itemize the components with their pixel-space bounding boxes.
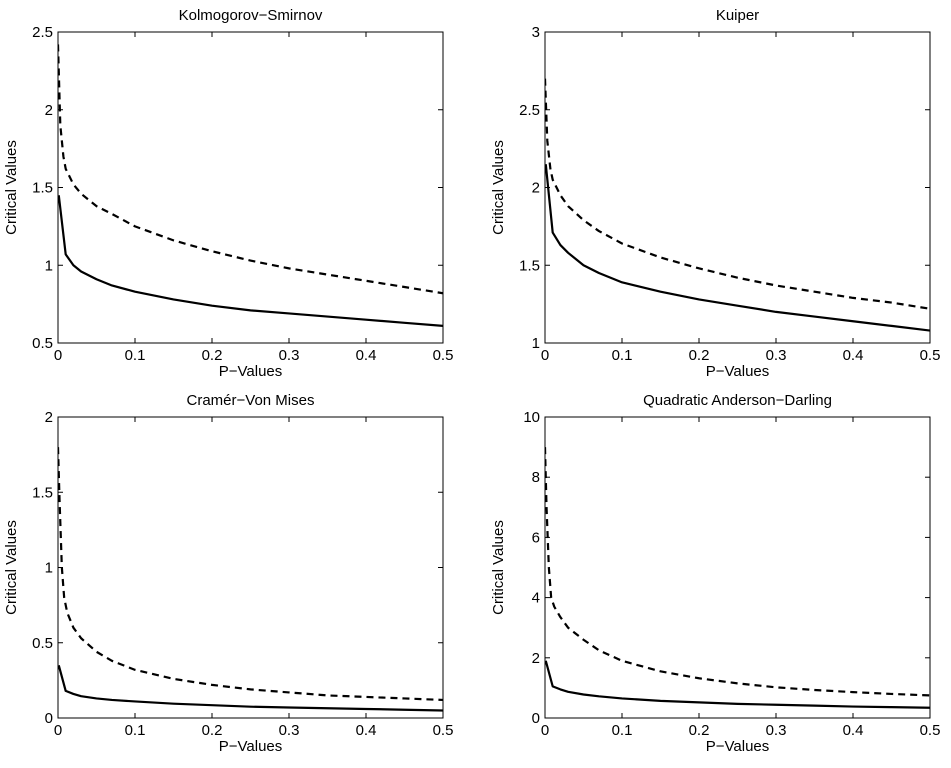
chart-title: Quadratic Anderson−Darling <box>643 392 832 409</box>
x-tick-label: 0.5 <box>920 722 941 739</box>
y-tick-label: 1.5 <box>519 257 540 274</box>
y-tick-label: 1 <box>45 257 53 274</box>
series-line-solid <box>58 195 443 327</box>
x-tick-label: 0.3 <box>766 722 787 739</box>
y-tick-label: 10 <box>523 409 540 426</box>
y-tick-label: 0.5 <box>32 635 53 652</box>
y-tick-label: 3 <box>532 24 540 41</box>
x-tick-label: 0.4 <box>356 347 377 364</box>
y-axis-label: Critical Values <box>490 520 507 615</box>
x-tick-label: 0.1 <box>125 722 146 739</box>
x-tick-label: 0.1 <box>125 347 146 364</box>
series-line-solid <box>58 665 443 712</box>
x-tick-label: 0 <box>541 722 549 739</box>
x-tick-label: 0.4 <box>356 722 377 739</box>
x-tick-label: 0 <box>54 347 62 364</box>
x-tick-label: 0.5 <box>433 722 454 739</box>
series-line-dashed <box>58 447 443 702</box>
x-tick-label: 0.1 <box>612 347 633 364</box>
y-tick-label: 4 <box>532 590 540 607</box>
y-tick-label: 2.5 <box>519 102 540 119</box>
chart-kolmogorov-smirnov: 0 0.1 0.2 0.3 0.4 0.5 0.5 1 1.5 2 2.5 Kolmogorov−Sm… <box>3 7 453 380</box>
y-tick-label: 0 <box>45 710 53 727</box>
y-tick-label: 1.5 <box>32 484 53 501</box>
x-tick-label: 0.5 <box>433 347 454 364</box>
chart-kuiper: 0 0.1 0.2 0.3 0.4 0.5 1 1.5 2 2.5 3 Kuiper P−Values C… <box>490 7 940 380</box>
x-tick-label: 0.2 <box>202 347 223 364</box>
y-tick-label: 1 <box>532 335 540 352</box>
chart-title: Kuiper <box>716 7 759 24</box>
x-tick-label: 0.2 <box>689 722 710 739</box>
y-tick-label: 2.5 <box>32 24 53 41</box>
axes-box <box>57 416 444 719</box>
x-tick-label: 0.5 <box>920 347 941 364</box>
series-line-solid <box>545 660 930 709</box>
x-tick-label: 0.3 <box>766 347 787 364</box>
y-axis-label: Critical Values <box>3 520 20 615</box>
x-tick-label: 0 <box>541 347 549 364</box>
axes-box <box>57 31 444 344</box>
y-axis-label: Critical Values <box>3 140 20 235</box>
series-line-dashed <box>58 44 443 295</box>
x-axis-label: P−Values <box>706 363 770 380</box>
axes-box <box>544 31 931 344</box>
y-tick-label: 0.5 <box>32 335 53 352</box>
chart-cramer-von-mises: 0 0.1 0.2 0.3 0.4 0.5 0 0.5 1 1.5 2 Cramér−Von Mise… <box>3 392 453 755</box>
x-tick-label: 0.4 <box>843 722 864 739</box>
x-tick-label: 0.3 <box>279 722 300 739</box>
x-axis-label: P−Values <box>706 738 770 755</box>
x-tick-label: 0.4 <box>843 347 864 364</box>
y-tick-label: 1.5 <box>32 180 53 197</box>
x-tick-label: 0 <box>54 722 62 739</box>
series-line-dashed <box>545 447 930 697</box>
x-tick-label: 0.2 <box>202 722 223 739</box>
x-tick-label: 0.1 <box>612 722 633 739</box>
y-tick-label: 2 <box>45 409 53 426</box>
chart-title: Kolmogorov−Smirnov <box>179 7 323 24</box>
series-line-solid <box>545 164 930 332</box>
y-tick-label: 2 <box>45 102 53 119</box>
chart-quadratic-anderson-darling: 0 0.1 0.2 0.3 0.4 0.5 0 2 4 6 8 10 Quadratic Anderso… <box>490 392 940 755</box>
x-axis-label: P−Values <box>219 738 283 755</box>
axes-box <box>544 416 931 719</box>
y-tick-label: 6 <box>532 529 540 546</box>
y-tick-label: 2 <box>532 180 540 197</box>
chart-title: Cramér−Von Mises <box>187 392 315 409</box>
y-tick-label: 2 <box>532 650 540 667</box>
x-axis-label: P−Values <box>219 363 283 380</box>
series-line-dashed <box>545 78 930 310</box>
y-tick-label: 1 <box>45 560 53 577</box>
x-tick-label: 0.3 <box>279 347 300 364</box>
x-tick-label: 0.2 <box>689 347 710 364</box>
y-tick-label: 0 <box>532 710 540 727</box>
y-axis-label: Critical Values <box>490 140 507 235</box>
y-tick-label: 8 <box>532 469 540 486</box>
